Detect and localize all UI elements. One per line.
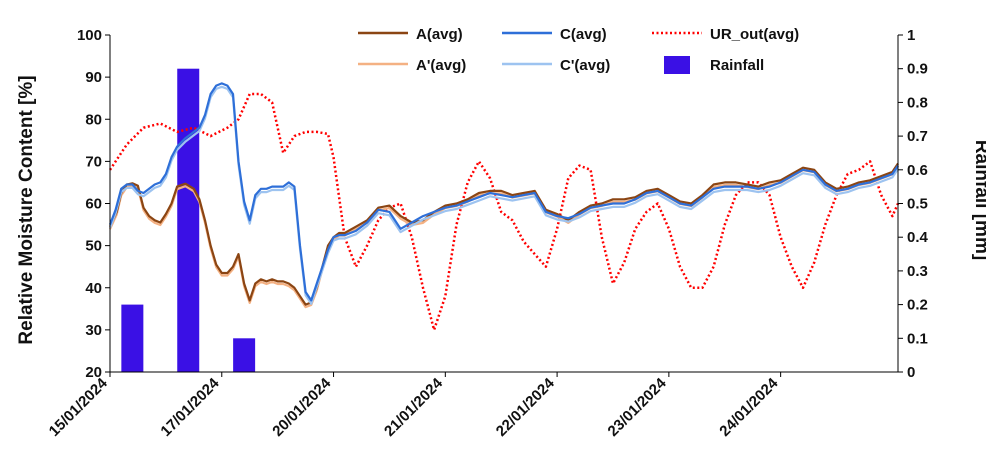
x-tick-label: 24/01/2024 bbox=[716, 374, 782, 440]
series-lines bbox=[108, 82, 900, 332]
x-tick-label: 15/01/2024 bbox=[46, 374, 112, 440]
y2-tick-label: 0.2 bbox=[907, 297, 928, 314]
legend-rainfall-swatch bbox=[664, 56, 690, 74]
y2-tick-label: 0.9 bbox=[907, 61, 928, 78]
y-tick-label: 100 bbox=[77, 27, 102, 44]
legend-rainfall-label: Rainfall bbox=[710, 57, 764, 74]
y-tick-label: 20 bbox=[85, 364, 102, 381]
legend-a-label: A(avg) bbox=[416, 26, 463, 43]
y2-tick-label: 0.4 bbox=[907, 229, 929, 246]
legend-a-prime-label: A'(avg) bbox=[416, 57, 466, 74]
x-tick-label: 17/01/2024 bbox=[157, 374, 223, 440]
y2-tick-label: 0.1 bbox=[907, 330, 928, 347]
y-tick-label: 80 bbox=[85, 111, 102, 128]
y2-tick-label: 0 bbox=[907, 364, 915, 381]
legend-c-prime-label: C'(avg) bbox=[560, 57, 610, 74]
ur-out-series-line bbox=[108, 92, 900, 332]
c-series-line bbox=[108, 82, 899, 302]
c-prime-series-line bbox=[108, 85, 899, 305]
y-tick-label: 30 bbox=[85, 322, 102, 339]
legend-c-label: C(avg) bbox=[560, 26, 607, 43]
y2-tick-label: 0.5 bbox=[907, 196, 928, 213]
y-tick-label: 60 bbox=[85, 196, 102, 213]
rainfall-bar bbox=[121, 304, 144, 372]
y2-tick-label: 0.8 bbox=[907, 94, 928, 111]
y-tick-label: 40 bbox=[85, 280, 102, 297]
x-tick-label: 23/01/2024 bbox=[605, 374, 671, 440]
y2-tick-label: 0.3 bbox=[907, 263, 928, 280]
x-tick-label: 22/01/2024 bbox=[493, 374, 559, 440]
x-tick-label: 20/01/2024 bbox=[269, 374, 335, 440]
y2-tick-label: 0.7 bbox=[907, 128, 928, 145]
y-tick-label: 90 bbox=[85, 69, 102, 86]
y-tick-label: 50 bbox=[85, 238, 102, 255]
y-axis-title: Relative Moisture Content [%] bbox=[16, 75, 37, 344]
y2-tick-label: 1 bbox=[907, 27, 915, 44]
legend: A(avg) C(avg) UR_out(avg) A'(avg) C'(avg) Rai… bbox=[358, 26, 799, 74]
y2-axis-title: Rainfall [mm] bbox=[971, 140, 986, 260]
x-tick-label: 21/01/2024 bbox=[381, 374, 447, 440]
y-tick-label: 70 bbox=[85, 153, 102, 170]
a-series-line bbox=[108, 162, 899, 306]
y2-tick-label: 0.6 bbox=[907, 162, 928, 179]
rainfall-bar bbox=[177, 68, 200, 372]
legend-ur-out-label: UR_out(avg) bbox=[710, 26, 799, 43]
rainfall-bar bbox=[233, 338, 256, 372]
